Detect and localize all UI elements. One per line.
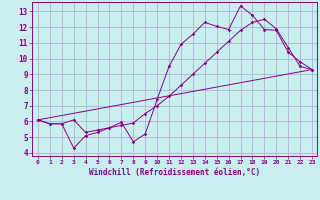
X-axis label: Windchill (Refroidissement éolien,°C): Windchill (Refroidissement éolien,°C)	[89, 168, 260, 177]
